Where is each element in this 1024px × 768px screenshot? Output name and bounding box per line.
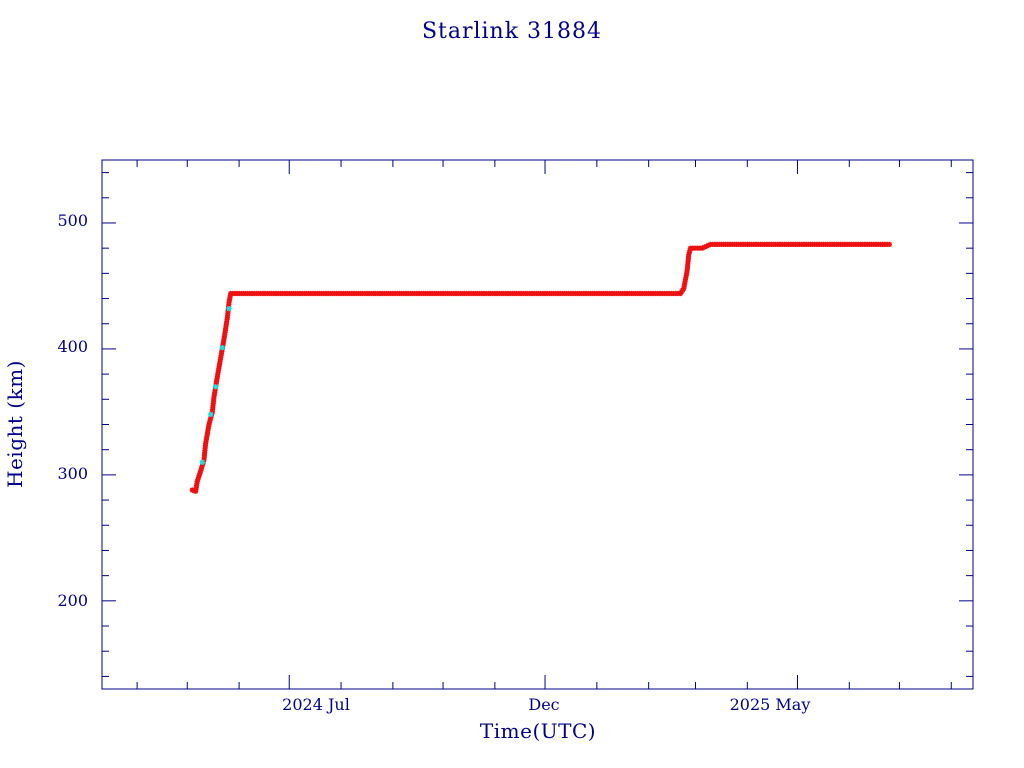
x-tick-label: 2025 May xyxy=(730,695,811,714)
y-tick-labels: 200 300 400 500 xyxy=(57,211,88,610)
x-axis-label: Time(UTC) xyxy=(480,719,596,743)
y-tick-label: 300 xyxy=(57,464,88,483)
y-tick-label: 200 xyxy=(57,591,88,610)
data-point xyxy=(226,306,232,312)
data-point xyxy=(213,384,219,390)
x-ticks xyxy=(136,160,952,689)
data-point xyxy=(199,459,205,465)
y-tick-label: 500 xyxy=(57,211,88,230)
x-tick-label: 2024 Jul xyxy=(282,695,350,714)
data-point xyxy=(886,241,893,247)
x-tick-labels: 2024 Jul Dec 2025 May xyxy=(282,695,810,714)
chart-title: Starlink 31884 xyxy=(422,19,602,44)
data-point xyxy=(705,242,712,248)
data-point xyxy=(701,244,707,250)
data-points xyxy=(189,241,893,494)
x-tick-label: Dec xyxy=(528,695,559,714)
y-tick-label: 400 xyxy=(57,337,88,356)
data-point xyxy=(699,245,705,251)
data-point xyxy=(219,345,225,351)
data-point xyxy=(208,411,214,418)
data-point xyxy=(703,243,709,249)
plot-frame xyxy=(101,159,974,690)
y-ticks xyxy=(102,172,973,677)
y-axis-label: Height (km) xyxy=(3,360,27,488)
